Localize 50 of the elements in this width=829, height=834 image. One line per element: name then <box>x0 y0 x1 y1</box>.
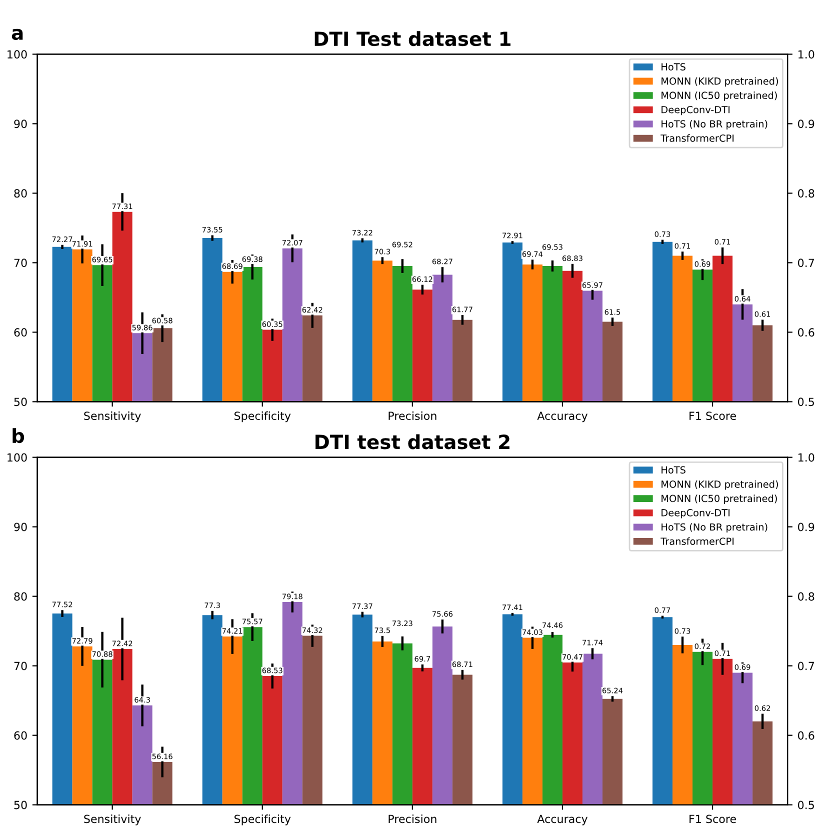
y2-tick-label: 0.7 <box>798 662 814 670</box>
x-tick-label: Sensitivity <box>84 411 141 422</box>
chart-title: DTI Test dataset 1 <box>314 31 510 46</box>
legend-label: DeepConv-DTI <box>662 106 730 116</box>
y-tick-label: 90 <box>14 522 27 532</box>
x-tick-label: F1 Score <box>690 814 736 824</box>
y-tick-label: 100 <box>8 453 27 462</box>
legend-label: MONN (IC50 pretrained) <box>662 494 777 504</box>
legend-label: HoTS <box>662 466 686 474</box>
y2-tick-label: 0.8 <box>798 189 814 198</box>
x-tick-label: Precision <box>388 814 436 824</box>
y2-tick-label: 1.0 <box>798 50 814 59</box>
text: b <box>12 428 24 444</box>
legend-label: HoTS (No BR pretrain) <box>662 523 768 533</box>
legend-label: MONN (KIKD pretrained) <box>662 480 778 490</box>
y-tick-label: 80 <box>14 592 27 601</box>
y-tick-label: 100 <box>8 50 27 59</box>
y-tick-label: 60 <box>14 731 27 740</box>
y2-tick-label: 0.5 <box>798 398 814 406</box>
text: a <box>12 28 23 40</box>
y2-tick-label: 0.9 <box>798 522 814 532</box>
legend-label: HoTS (No BR pretrain) <box>662 120 768 130</box>
y-tick-label: 50 <box>14 800 27 810</box>
legend-label: MONN (KIKD pretrained) <box>662 77 778 87</box>
y-tick-label: 80 <box>14 189 27 198</box>
legend-label: HoTS <box>662 63 686 70</box>
y-tick-label: 70 <box>14 662 27 670</box>
y-tick-label: 50 <box>14 398 27 406</box>
x-tick-label: Specificity <box>234 814 291 826</box>
y-tick-label: 70 <box>14 258 27 268</box>
y2-tick-label: 1.0 <box>798 453 814 462</box>
y-tick-label: 60 <box>14 328 27 337</box>
x-tick-label: F1 Score <box>690 412 736 420</box>
y2-tick-label: 0.6 <box>798 328 814 337</box>
legend-label: TransformerCPI <box>660 537 734 545</box>
x-tick-label: Sensitivity <box>84 814 141 826</box>
x-tick-label: Accuracy <box>537 814 588 826</box>
legend-label: MONN (IC50 pretrained) <box>662 92 777 101</box>
y2-tick-label: 0.5 <box>798 800 814 810</box>
chart-title: DTI test dataset 2 <box>316 434 510 450</box>
legend-label: DeepConv-DTI <box>662 509 730 518</box>
y2-tick-label: 0.8 <box>798 592 814 601</box>
y2-tick-label: 0.9 <box>798 120 814 128</box>
y2-tick-label: 0.6 <box>798 731 814 740</box>
legend-label: TransformerCPI <box>660 134 734 142</box>
y-tick-label: 90 <box>14 120 27 128</box>
x-tick-label: Accuracy <box>537 412 588 422</box>
x-tick-label: Specificity <box>234 411 291 422</box>
y2-tick-label: 0.7 <box>798 258 814 268</box>
x-tick-label: Precision <box>388 411 436 420</box>
